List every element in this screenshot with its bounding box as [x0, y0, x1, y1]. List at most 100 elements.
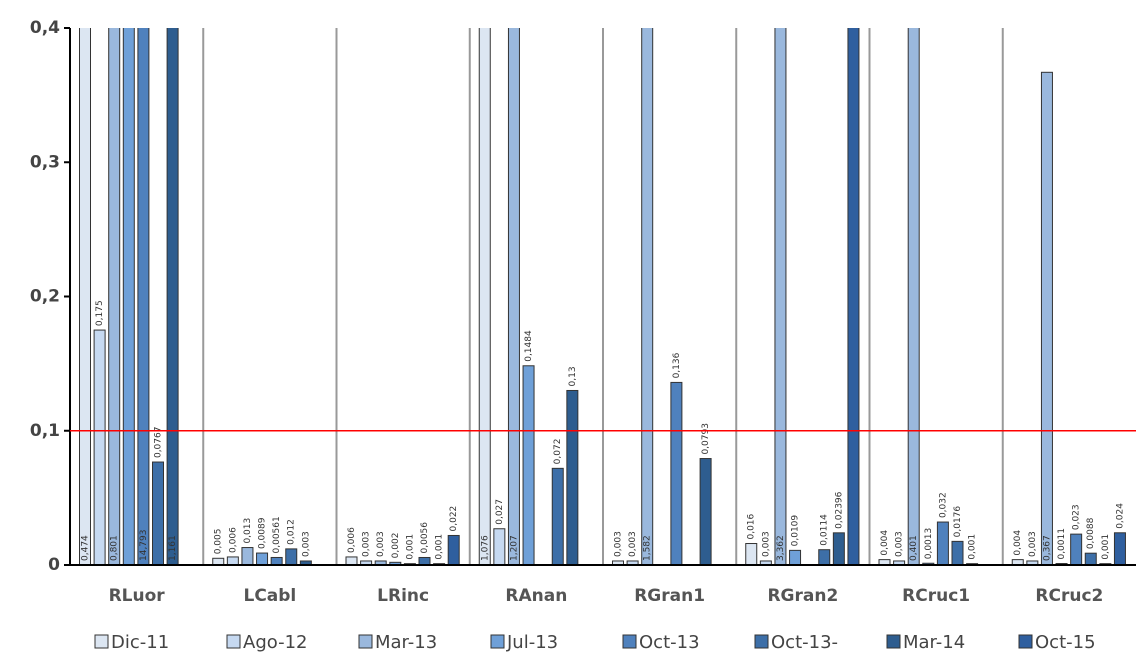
legend-label: Oct-13 [639, 632, 700, 653]
legend-label: Oct-15 [1035, 632, 1096, 653]
data-label: 0,13 [568, 366, 578, 386]
x-tick-label: LCabl [243, 586, 296, 606]
data-label: 0,00561 [272, 516, 282, 553]
data-label: 0,474 [81, 535, 91, 561]
legend-swatch [94, 634, 109, 649]
data-label: 0,401 [909, 535, 919, 561]
bar [522, 365, 535, 565]
bar [212, 557, 225, 565]
data-label: 0,001 [435, 534, 445, 560]
data-label: 0,012 [287, 519, 297, 545]
data-label: 0,003 [362, 531, 372, 557]
x-tick-label: RCruc2 [1035, 586, 1103, 606]
bar [951, 540, 964, 565]
legend-swatch [226, 634, 241, 649]
bar [745, 543, 758, 565]
legend-label: Mar-13 [375, 632, 437, 653]
bar [79, 28, 91, 565]
bar [152, 461, 164, 565]
data-label: 14,793 [139, 530, 149, 562]
data-label: 0,001 [405, 534, 415, 560]
data-label: 0,003 [895, 531, 905, 557]
data-label: 3,362 [776, 535, 786, 561]
bar [478, 28, 491, 565]
legend-swatch [754, 634, 769, 649]
x-tick-label: RLuor [109, 586, 166, 606]
data-label: 0,004 [880, 530, 890, 556]
bar [936, 521, 949, 565]
data-label: 0,0109 [791, 515, 801, 547]
y-tick-label: 0,4 [30, 18, 60, 38]
legend-swatch [490, 634, 505, 649]
data-label: 0,0088 [1086, 517, 1096, 549]
bar [789, 549, 802, 565]
data-label: 0,005 [214, 529, 224, 555]
bar [878, 559, 891, 565]
bar [641, 28, 654, 565]
data-label: 0,006 [228, 527, 238, 553]
data-label: 0,175 [95, 300, 105, 326]
data-label: 0,024 [1115, 503, 1125, 529]
legend-label: Mar-14 [903, 632, 965, 653]
data-label: 0,072 [553, 439, 563, 465]
bar [389, 561, 402, 565]
x-tick-label: RGran1 [634, 586, 705, 606]
data-label: 0,1484 [524, 330, 534, 362]
data-label: 0,022 [449, 506, 459, 532]
bar [226, 556, 239, 565]
bar [137, 28, 150, 565]
legend-label: Ago-12 [243, 632, 308, 653]
legend-label: Dic-11 [111, 632, 169, 653]
y-tick-label: 0,2 [30, 287, 60, 307]
x-tick-label: LRinc [377, 586, 429, 606]
data-label: 1,207 [509, 535, 519, 561]
bar [270, 556, 283, 565]
data-label: 0,0089 [258, 517, 268, 549]
bar [670, 381, 683, 565]
data-label: 0,006 [347, 527, 357, 553]
bar [818, 549, 831, 565]
bar [907, 28, 920, 565]
x-tick-label: RGran2 [767, 586, 838, 606]
bar [774, 28, 787, 565]
y-tick-label: 0 [48, 555, 60, 575]
data-label: 0,02396 [834, 491, 844, 528]
legend-swatch [886, 634, 901, 649]
data-label: 0,0013 [924, 528, 934, 560]
bar [699, 458, 712, 565]
legend-swatch [1018, 634, 1033, 649]
data-label: 0,002 [391, 533, 401, 559]
data-label: 0,001 [1101, 534, 1111, 560]
legend-swatch [358, 634, 373, 649]
legend-label: Oct-13- [771, 632, 838, 653]
data-label: 0,003 [614, 531, 624, 557]
data-label: 0,0056 [420, 522, 430, 554]
bar [418, 556, 431, 565]
data-label: 0,136 [672, 352, 682, 378]
data-label: 0,001 [968, 534, 978, 560]
data-label: 0,003 [1028, 531, 1038, 557]
bar [241, 547, 254, 565]
bar [1113, 532, 1126, 565]
x-tick-label: RAnan [505, 586, 567, 606]
data-label: 0,003 [761, 531, 771, 557]
bar [493, 528, 506, 565]
x-tick-label: RCruc1 [902, 586, 970, 606]
bar [447, 534, 460, 565]
data-label: 0,004 [1013, 530, 1023, 556]
y-tick-label: 0,3 [30, 152, 60, 172]
data-label: 0,0176 [953, 506, 963, 538]
bar [551, 467, 564, 565]
data-label: 1,076 [480, 535, 490, 561]
data-label: 1,582 [643, 535, 653, 561]
bar [847, 28, 860, 565]
data-label: 0,027 [495, 499, 505, 525]
bar [285, 548, 298, 565]
bar [108, 28, 121, 565]
bar [1040, 71, 1053, 565]
data-label: 0,0767 [154, 427, 164, 459]
y-tick-label: 0,1 [30, 421, 60, 441]
bar [345, 556, 358, 565]
data-label: 0,0793 [701, 423, 711, 455]
legend-swatch [622, 634, 637, 649]
